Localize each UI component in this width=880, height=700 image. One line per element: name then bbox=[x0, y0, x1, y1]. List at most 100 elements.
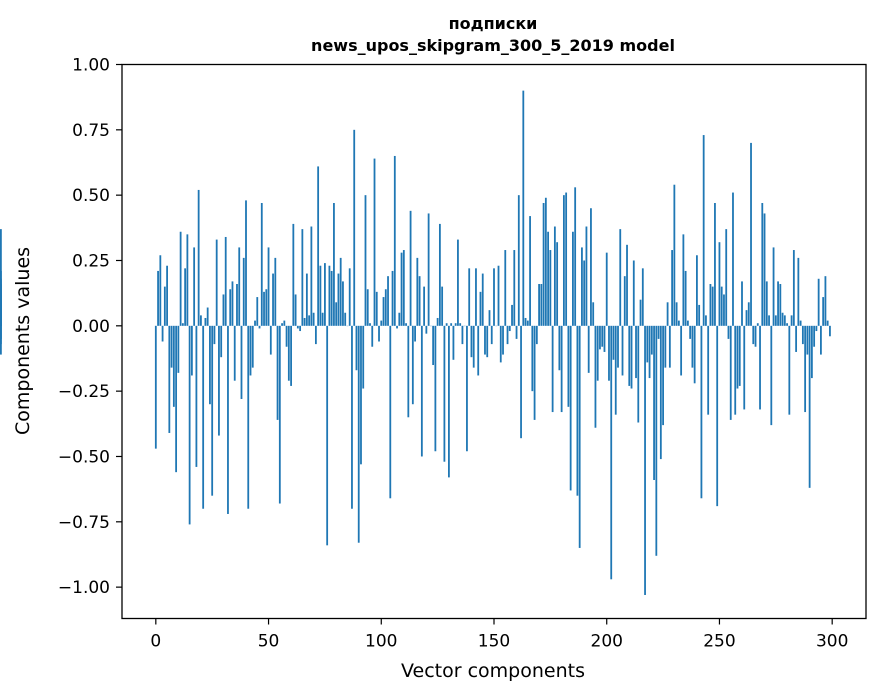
bar bbox=[561, 326, 563, 412]
bar bbox=[597, 326, 599, 381]
bar bbox=[0, 326, 2, 355]
bar bbox=[558, 326, 560, 370]
bar bbox=[631, 326, 633, 389]
bar bbox=[365, 195, 367, 326]
bar bbox=[809, 326, 811, 488]
bar bbox=[714, 203, 716, 326]
bar bbox=[572, 232, 574, 326]
bar bbox=[728, 326, 730, 339]
bar bbox=[342, 281, 344, 325]
bar bbox=[162, 326, 164, 342]
bar bbox=[518, 195, 520, 326]
bar bbox=[604, 326, 606, 352]
bar bbox=[755, 326, 757, 347]
bar bbox=[633, 260, 635, 325]
bar bbox=[825, 276, 827, 326]
bar bbox=[489, 310, 491, 326]
bar bbox=[245, 200, 247, 325]
bar bbox=[802, 326, 804, 344]
bar bbox=[806, 326, 808, 355]
x-tick-label: 100 bbox=[365, 632, 397, 652]
bar bbox=[380, 321, 382, 326]
bar bbox=[642, 268, 644, 325]
bar bbox=[211, 326, 213, 496]
bar bbox=[730, 326, 732, 420]
bar bbox=[671, 250, 673, 326]
bar bbox=[268, 247, 270, 325]
bar bbox=[531, 326, 533, 391]
bar bbox=[504, 250, 506, 326]
bar bbox=[793, 250, 795, 326]
bar bbox=[615, 326, 617, 415]
bar bbox=[166, 266, 168, 326]
bar bbox=[784, 315, 786, 325]
bar bbox=[592, 302, 594, 326]
bar bbox=[412, 326, 414, 404]
bar bbox=[306, 274, 308, 326]
bar bbox=[387, 276, 389, 326]
bar bbox=[520, 326, 522, 438]
bar bbox=[764, 213, 766, 325]
bar bbox=[513, 250, 515, 326]
bar bbox=[193, 247, 195, 325]
bar bbox=[202, 326, 204, 509]
bar bbox=[396, 326, 398, 329]
bar bbox=[448, 326, 450, 478]
bar bbox=[256, 297, 258, 326]
bar bbox=[315, 326, 317, 344]
bar bbox=[759, 326, 761, 410]
x-tick-label: 300 bbox=[816, 632, 848, 652]
bar bbox=[493, 268, 495, 325]
bar bbox=[227, 326, 229, 514]
bar bbox=[800, 321, 802, 326]
bar bbox=[617, 326, 619, 368]
bar bbox=[171, 326, 173, 368]
bar bbox=[673, 185, 675, 326]
bar bbox=[261, 203, 263, 326]
bar bbox=[295, 294, 297, 325]
bar bbox=[164, 287, 166, 326]
bar bbox=[583, 260, 585, 325]
y-tick-label: 0.50 bbox=[72, 186, 110, 206]
bar bbox=[669, 326, 671, 368]
bar bbox=[254, 321, 256, 326]
bar bbox=[168, 326, 170, 433]
bar bbox=[196, 326, 198, 467]
bar bbox=[610, 326, 612, 579]
bar bbox=[536, 326, 538, 344]
bar bbox=[721, 287, 723, 326]
y-tick-label: 0.25 bbox=[72, 251, 110, 271]
bar bbox=[216, 240, 218, 326]
x-tick-label: 250 bbox=[703, 632, 735, 652]
bar bbox=[367, 289, 369, 326]
bar bbox=[788, 326, 790, 415]
bar bbox=[529, 216, 531, 326]
bar bbox=[498, 266, 500, 326]
bar bbox=[234, 326, 236, 381]
bar bbox=[777, 281, 779, 325]
bar bbox=[538, 284, 540, 326]
chart-title-line-1: подписки bbox=[449, 14, 538, 33]
bar bbox=[175, 326, 177, 472]
bar bbox=[827, 321, 829, 326]
bar bbox=[252, 326, 254, 368]
bar bbox=[486, 326, 488, 357]
bar bbox=[281, 323, 283, 326]
bar bbox=[678, 321, 680, 326]
bar bbox=[250, 326, 252, 376]
bar bbox=[701, 326, 703, 498]
bar bbox=[719, 242, 721, 326]
bar bbox=[432, 326, 434, 365]
bar bbox=[703, 135, 705, 326]
bar bbox=[416, 258, 418, 326]
bar bbox=[811, 326, 813, 378]
bar bbox=[782, 313, 784, 326]
bar bbox=[689, 326, 691, 339]
bar bbox=[752, 326, 754, 344]
bar bbox=[220, 326, 222, 357]
bar bbox=[392, 271, 394, 326]
bar bbox=[637, 326, 639, 423]
bar bbox=[613, 326, 615, 360]
bar bbox=[297, 326, 299, 329]
bar bbox=[468, 268, 470, 325]
